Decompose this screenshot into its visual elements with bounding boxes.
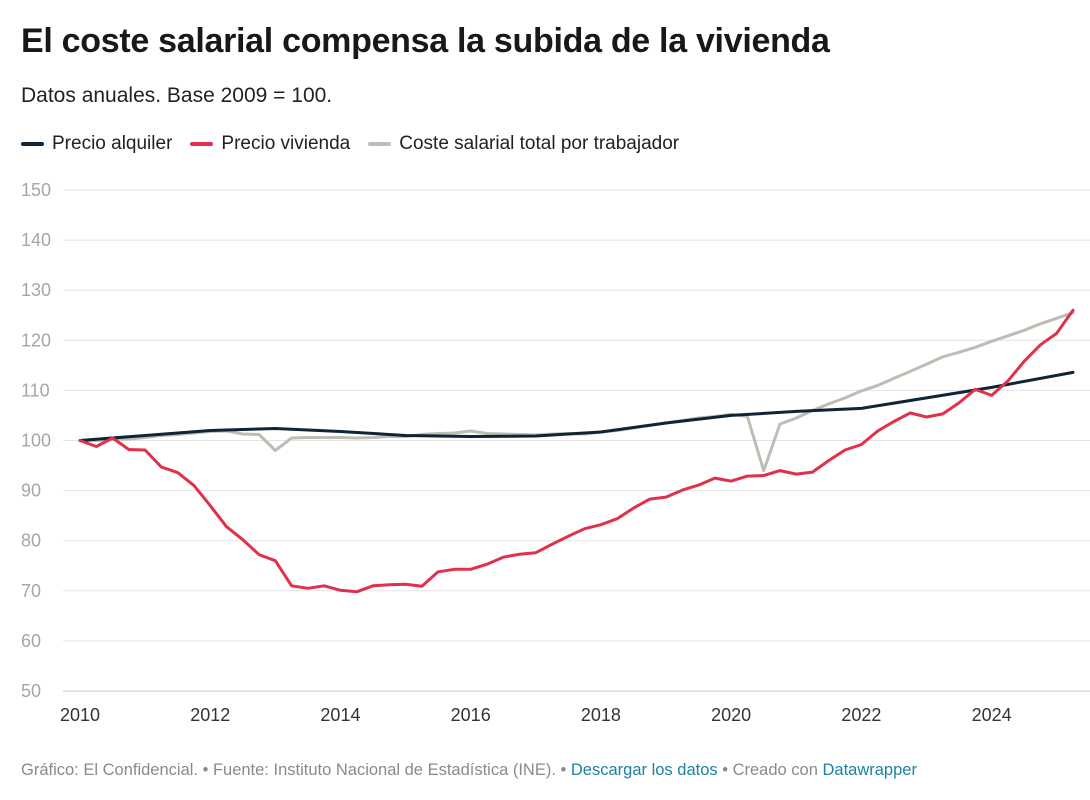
footer-source: Gráfico: El Confidencial. • Fuente: Inst… <box>21 761 571 779</box>
chart-footer: Gráfico: El Confidencial. • Fuente: Inst… <box>21 761 917 780</box>
y-tick-label: 70 <box>21 581 41 601</box>
y-tick-label: 80 <box>21 531 41 551</box>
x-tick-label: 2010 <box>60 705 100 725</box>
y-tick-label: 120 <box>21 330 51 350</box>
datawrapper-link[interactable]: Datawrapper <box>822 761 917 779</box>
x-tick-label: 2018 <box>581 705 621 725</box>
download-data-link[interactable]: Descargar los datos <box>570 761 718 779</box>
x-tick-label: 2020 <box>711 705 751 725</box>
legend-label-precio-vivienda: Precio vivienda <box>221 133 351 154</box>
x-tick-label: 2022 <box>841 705 881 725</box>
series-line-precio-vivienda <box>78 308 1075 594</box>
y-axis-ticks: 50 60 70 80 90 100 110 120 130 140 150 <box>21 180 51 701</box>
y-tick-label: 140 <box>21 230 51 250</box>
y-tick-label: 60 <box>21 631 41 651</box>
y-tick-label: 150 <box>21 180 51 200</box>
legend-swatch-coste-salarial <box>368 142 392 146</box>
x-tick-label: 2014 <box>320 705 360 725</box>
x-axis-ticks: 2010 2012 2014 2016 2018 2020 2022 2024 <box>60 705 1012 725</box>
legend-swatch-precio-vivienda <box>190 142 214 146</box>
chart-legend: Precio alquiler Precio vivienda Coste sa… <box>21 133 697 155</box>
y-tick-label: 90 <box>21 481 41 501</box>
legend-swatch-precio-alquiler <box>21 142 44 146</box>
legend-item-precio-vivienda: Precio vivienda <box>190 133 350 155</box>
legend-item-coste-salarial: Coste salarial total por trabajador <box>368 133 679 155</box>
series-line-precio-alquiler <box>78 370 1075 442</box>
y-tick-label: 110 <box>21 380 50 400</box>
legend-item-precio-alquiler: Precio alquiler <box>21 133 172 155</box>
chart-title: El coste salarial compensa la subida de … <box>21 22 830 60</box>
legend-label-coste-salarial: Coste salarial total por trabajador <box>399 133 680 154</box>
x-tick-label: 2024 <box>972 705 1012 725</box>
y-tick-label: 100 <box>21 431 51 451</box>
y-tick-label: 130 <box>21 280 51 300</box>
x-tick-label: 2012 <box>190 705 230 725</box>
footer-created-with: • Creado con <box>717 761 823 779</box>
chart-subtitle: Datos anuales. Base 2009 = 100. <box>21 84 333 107</box>
series-lines <box>78 308 1075 594</box>
series-line-coste-salarial-total-por-trabajador <box>78 311 1075 473</box>
legend-label-precio-alquiler: Precio alquiler <box>52 133 173 154</box>
grid-lines <box>63 189 1090 692</box>
y-tick-label: 50 <box>21 681 41 701</box>
x-tick-label: 2016 <box>451 705 491 725</box>
